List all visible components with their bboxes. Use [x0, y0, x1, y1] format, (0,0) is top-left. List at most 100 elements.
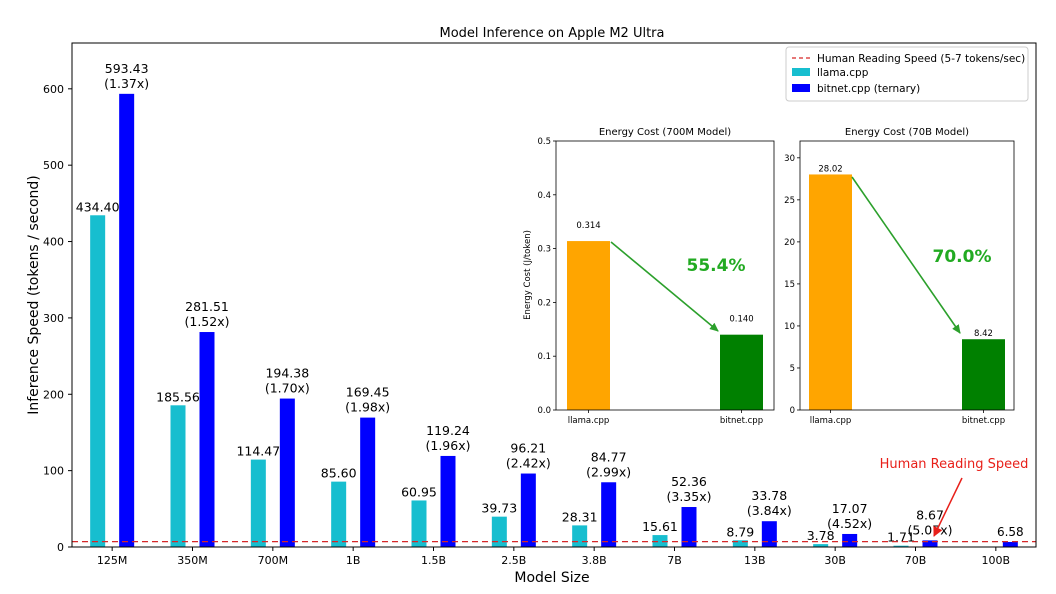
main-y-tick-label: 100 [43, 465, 64, 478]
inset2-x-tick-label: bitnet.cpp [962, 416, 1005, 426]
bar-bitnet-70B [922, 540, 938, 547]
bar-llama-3.8B [572, 525, 588, 547]
inset2-bars [809, 174, 1005, 410]
inset2-data-label-bitnet-cpp: 8.42 [974, 329, 993, 339]
main-x-tick-label: 70B [905, 554, 927, 567]
data-label-bitnet-30B: 17.07 [832, 501, 868, 516]
bar-bitnet-700M [279, 398, 295, 547]
inset1-y-axis-label: Energy Cost (J/token) [523, 230, 533, 320]
inset-energy-700m: Energy Cost (700M Model) Energy Cost (J/… [523, 127, 775, 426]
bar-llama-125M [90, 215, 106, 547]
bar-bitnet-1B [360, 417, 376, 547]
bar-llama-350M [170, 405, 186, 547]
data-label-bitnet-100B: 6.58 [997, 525, 1024, 539]
inset1-y-tick-label: 0.3 [537, 245, 551, 255]
legend-swatch-llama [792, 68, 810, 76]
bar-llama-2.5B [491, 516, 507, 547]
data-label-bitnet-7B: 52.36 [671, 474, 707, 489]
main-x-tick-label: 1B [346, 554, 361, 567]
data-label-bitnet-1.5B: 119.24 [426, 423, 470, 438]
main-y-tick-label: 200 [43, 388, 64, 401]
data-label-bitnet-3.8B: 84.77 [591, 449, 627, 464]
main-x-axis-ticks: 125M 350M 700M 1B 1.5B 2.5B 3.8B 7B 13B 30B 70B 100… [97, 547, 1010, 567]
main-x-tick-label: 1.5B [421, 554, 446, 567]
inset1-x-axis-ticks: llama.cpp bitnet.cpp [568, 410, 763, 426]
bar-llama-70B [893, 545, 909, 547]
bar-llama-30B [813, 544, 829, 547]
data-label-llama-7B: 15.61 [642, 519, 678, 534]
main-y-tick-label: 300 [43, 312, 64, 325]
main-bars [90, 93, 1018, 548]
main-x-tick-label: 350M [177, 554, 208, 567]
data-label-bitnet-70B: 8.67 [916, 507, 944, 522]
main-chart: Model Inference on Apple M2 Ultra 0 100 20… [26, 26, 1037, 586]
speedup-label-700M: (1.70x) [265, 381, 310, 396]
main-y-tick-label: 500 [43, 159, 64, 172]
main-plot-frame [71, 42, 1037, 548]
bar-bitnet-3.8B [601, 482, 617, 547]
inset2-y-tick-label: 15 [784, 280, 795, 290]
inset1-y-tick-label: 0.5 [537, 137, 551, 147]
inset1-data-labels: 0.314 0.140 [576, 221, 753, 325]
inset1-y-axis-ticks: 0.0 0.1 0.2 0.3 0.4 0.5 [537, 137, 556, 416]
inset2-y-tick-label: 10 [784, 322, 795, 332]
bar-bitnet-7B [681, 507, 697, 547]
speedup-label-13B: (3.84x) [747, 503, 792, 518]
data-label-llama-1B: 85.60 [321, 466, 357, 481]
inset2-data-labels: 28.02 8.42 [818, 164, 993, 339]
main-y-axis-ticks: 0 100 200 300 400 500 600 [43, 83, 72, 554]
inset2-y-tick-label: 30 [784, 154, 795, 164]
main-x-tick-label: 30B [824, 554, 846, 567]
bar-llama-7B [652, 535, 668, 547]
main-x-tick-label: 125M [97, 554, 128, 567]
data-label-bitnet-125M: 593.43 [105, 61, 149, 76]
main-data-labels: 434.40 593.43(1.37x) 185.56 281.51(1.52x) 11… [76, 61, 1024, 545]
data-label-bitnet-13B: 33.78 [751, 488, 787, 503]
bar-bitnet-30B [842, 533, 858, 547]
inset2-y-axis-ticks: 0 5 10 15 20 25 30 [784, 154, 800, 416]
inset2-reduction-arrow [851, 176, 961, 334]
main-x-tick-label: 3.8B [582, 554, 607, 567]
bar-bitnet-1.5B [440, 455, 456, 547]
bar-bitnet-100B [1002, 541, 1018, 547]
inset2-y-tick-label: 5 [790, 364, 795, 374]
legend-swatch-bitnet [792, 84, 810, 92]
main-x-tick-label: 700M [258, 554, 289, 567]
inset1-frame [555, 140, 775, 411]
data-label-llama-70B: 1.71 [887, 530, 915, 545]
inset2-bar-llama-cpp [809, 174, 852, 410]
main-x-tick-label: 100B [982, 554, 1011, 567]
legend-label-reference-line: Human Reading Speed (5-7 tokens/sec) [817, 53, 1025, 65]
inset1-bars [567, 241, 763, 410]
main-y-tick-label: 0 [57, 541, 64, 554]
bar-bitnet-125M [119, 93, 135, 548]
data-label-llama-700M: 114.47 [236, 444, 280, 459]
speedup-label-125M: (1.37x) [104, 76, 149, 91]
speedup-label-7B: (3.35x) [667, 489, 712, 504]
main-x-tick-label: 7B [667, 554, 682, 567]
main-chart-title: Model Inference on Apple M2 Ultra [439, 26, 664, 41]
inset2-data-label-llama-cpp: 28.02 [818, 164, 842, 174]
inset1-y-tick-label: 0.4 [537, 191, 551, 201]
inset1-x-tick-label: llama.cpp [568, 416, 610, 426]
bar-bitnet-350M [199, 332, 215, 547]
inset2-frame [799, 140, 1015, 411]
legend-label-bitnet: bitnet.cpp (ternary) [817, 83, 920, 95]
inset1-reduction-label: 55.4% [687, 256, 746, 276]
data-label-llama-350M: 185.56 [156, 389, 200, 404]
inset2-y-tick-label: 25 [784, 196, 795, 206]
inset2-title: Energy Cost (70B Model) [845, 127, 969, 138]
bar-llama-1.5B [411, 500, 427, 547]
legend-label-llama: llama.cpp [817, 67, 869, 79]
data-label-bitnet-2.5B: 96.21 [510, 441, 546, 456]
data-label-llama-2.5B: 39.73 [481, 501, 517, 516]
legend-box [785, 46, 1029, 102]
main-x-axis-label: Model Size [514, 570, 589, 586]
speedup-label-70B: (5.07x) [908, 522, 953, 537]
data-label-llama-125M: 434.40 [76, 199, 120, 214]
inset2-reduction-label: 70.0% [933, 247, 992, 267]
inset1-y-tick-label: 0.1 [537, 352, 551, 362]
data-label-bitnet-350M: 281.51 [185, 299, 229, 314]
bar-bitnet-2.5B [520, 473, 536, 547]
